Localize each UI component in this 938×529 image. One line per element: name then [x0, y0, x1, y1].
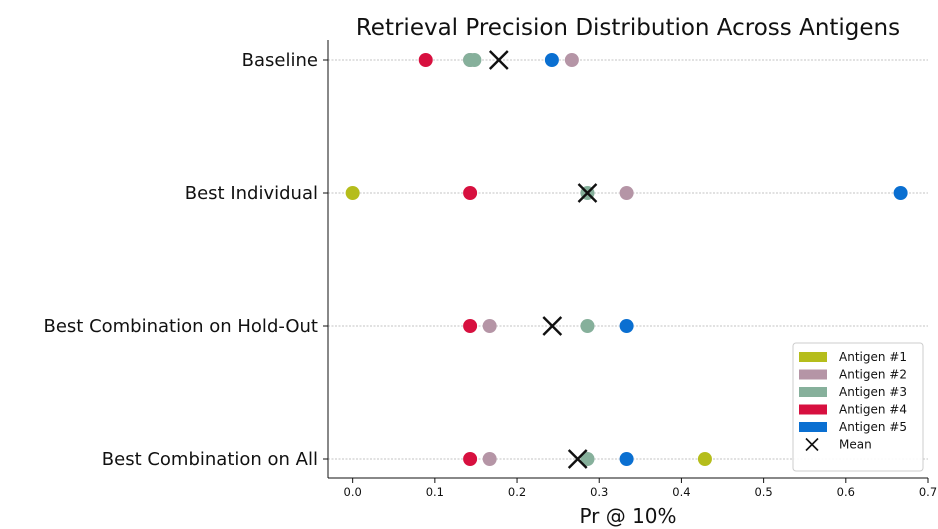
mean-marker-best-combination-on-all [567, 449, 588, 469]
point-antigen-3-best-combination-on-all [580, 452, 595, 466]
mean-marker-baseline [488, 50, 509, 70]
point-antigen-2-best-combination-on-all [482, 452, 497, 466]
legend-label-antigen-4: Antigen #4 [839, 403, 907, 417]
point-antigen-1-best-individual [345, 186, 360, 200]
legend-swatch-antigen-1 [799, 352, 827, 362]
point-antigen-1-best-combination-on-all [697, 452, 712, 466]
mean-x-stroke [488, 50, 509, 70]
point-antigen-5-best-combination-on-hold-out [619, 319, 634, 333]
point-antigen-2-baseline [564, 53, 579, 67]
legend-label-antigen-3: Antigen #3 [839, 385, 907, 399]
x-tick-label: 0.1 [426, 485, 444, 499]
point-antigen-3-best-combination-on-hold-out [580, 319, 595, 333]
y-tick-label-best-individual: Best Individual [185, 183, 318, 204]
mean-x-stroke [577, 183, 598, 203]
legend-label-antigen-5: Antigen #5 [839, 420, 907, 434]
mean-markers [488, 50, 598, 469]
mean-x-stroke [567, 449, 588, 469]
x-tick-label: 0.0 [344, 485, 362, 499]
point-antigen-3-baseline [463, 53, 478, 67]
y-tick-label-best-combination-on-hold-out: Best Combination on Hold-Out [43, 316, 318, 337]
x-tick-label: 0.7 [919, 485, 937, 499]
point-antigen-4-best-combination-on-hold-out [463, 319, 478, 333]
y-tick-labels: Baseline Best Individual Best Combination … [43, 50, 328, 470]
x-tick-label: 0.2 [508, 485, 526, 499]
legend-mean-x-icon [805, 437, 819, 452]
chart-title: Retrieval Precision Distribution Across … [356, 15, 900, 41]
point-antigen-5-best-individual [893, 186, 908, 200]
point-antigen-5-baseline [544, 53, 559, 67]
data-points [345, 53, 908, 466]
legend-swatch-antigen-3 [799, 387, 827, 397]
point-antigen-5-best-combination-on-all [619, 452, 634, 466]
x-tick-label: 0.6 [837, 485, 855, 499]
point-antigen-4-baseline [418, 53, 433, 67]
point-antigen-4-best-combination-on-all [463, 452, 478, 466]
legend-swatch-antigen-4 [799, 404, 827, 415]
legend-label-antigen-1: Antigen #1 [839, 350, 907, 364]
y-tick-label-best-combination-on-all: Best Combination on All [102, 449, 318, 470]
mean-x-stroke [542, 316, 563, 336]
legend-swatch-antigen-5 [799, 422, 827, 432]
axes [327, 40, 928, 479]
point-antigen-2-best-individual [619, 186, 634, 200]
point-antigen-4-best-individual [463, 186, 478, 200]
legend-label-antigen-2: Antigen #2 [839, 368, 907, 382]
mean-marker-best-combination-on-hold-out [542, 316, 563, 336]
point-antigen-2-best-combination-on-hold-out [482, 319, 497, 333]
legend: Antigen #1 Antigen #2 Antigen #3 Antigen #4… [792, 342, 924, 472]
y-tick-label-baseline: Baseline [242, 50, 318, 71]
x-tick-label: 0.4 [672, 485, 690, 499]
legend-swatch-antigen-2 [799, 369, 827, 380]
x-axis-label: Pr @ 10% [579, 504, 676, 528]
legend-label-mean: Mean [839, 438, 872, 452]
x-tick-label: 0.5 [754, 485, 772, 499]
mean-marker-best-individual [577, 183, 598, 203]
x-ticks: 0.0 0.1 0.2 0.3 0.4 0.5 0.6 0.7 [344, 478, 937, 499]
legend-x-stroke [805, 437, 819, 452]
x-tick-label: 0.3 [590, 485, 608, 499]
